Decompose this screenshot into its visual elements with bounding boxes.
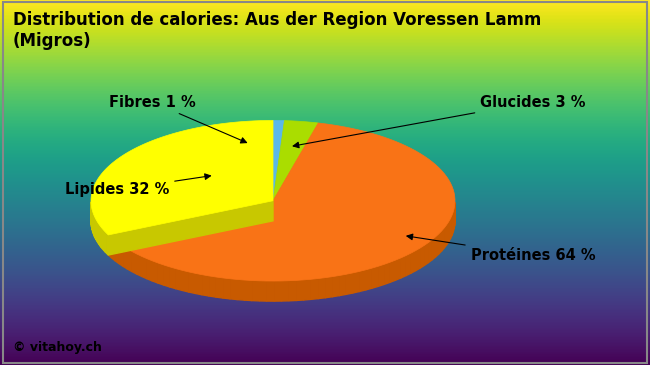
Polygon shape [244, 280, 252, 301]
Polygon shape [230, 279, 237, 300]
Polygon shape [372, 266, 378, 288]
Polygon shape [136, 254, 142, 276]
Polygon shape [448, 219, 450, 242]
Text: Glucides 3 %: Glucides 3 % [293, 95, 586, 148]
Polygon shape [142, 256, 147, 279]
Polygon shape [296, 280, 304, 300]
Polygon shape [209, 276, 216, 297]
Polygon shape [164, 265, 170, 287]
Polygon shape [273, 120, 318, 201]
Text: Distribution de calories: Aus der Region Voressen Lamm
(Migros): Distribution de calories: Aus der Region… [13, 11, 541, 50]
Polygon shape [332, 276, 339, 297]
Polygon shape [266, 281, 274, 301]
Polygon shape [99, 224, 100, 246]
Polygon shape [415, 248, 420, 271]
Polygon shape [96, 220, 97, 241]
Polygon shape [359, 270, 366, 292]
Polygon shape [378, 264, 384, 287]
Polygon shape [101, 227, 103, 249]
Polygon shape [384, 262, 390, 284]
Polygon shape [115, 241, 119, 264]
Polygon shape [428, 240, 432, 263]
Polygon shape [259, 281, 266, 301]
Text: Fibres 1 %: Fibres 1 % [109, 95, 246, 143]
Polygon shape [202, 275, 209, 296]
Polygon shape [252, 281, 259, 301]
Polygon shape [420, 245, 424, 268]
Polygon shape [100, 226, 101, 247]
Polygon shape [424, 243, 428, 265]
Polygon shape [105, 232, 107, 254]
Polygon shape [182, 270, 188, 292]
Polygon shape [353, 272, 359, 293]
Polygon shape [94, 216, 96, 238]
Polygon shape [406, 253, 411, 276]
Polygon shape [158, 263, 164, 285]
Polygon shape [170, 267, 176, 289]
Polygon shape [390, 260, 395, 283]
Polygon shape [123, 246, 127, 269]
Polygon shape [97, 221, 98, 243]
Polygon shape [119, 243, 123, 266]
Polygon shape [91, 120, 273, 235]
Polygon shape [453, 209, 454, 232]
Text: © vitahoy.ch: © vitahoy.ch [13, 341, 102, 354]
Polygon shape [304, 279, 311, 300]
Polygon shape [147, 259, 152, 281]
Text: Protéines 64 %: Protéines 64 % [407, 234, 595, 263]
Polygon shape [176, 269, 182, 291]
Polygon shape [188, 272, 196, 293]
Polygon shape [109, 201, 273, 255]
Polygon shape [104, 230, 105, 252]
Polygon shape [346, 273, 353, 295]
Polygon shape [107, 234, 109, 255]
Polygon shape [223, 278, 230, 299]
Polygon shape [339, 274, 346, 296]
Text: Lipides 32 %: Lipides 32 % [65, 174, 211, 197]
Polygon shape [325, 277, 332, 298]
Polygon shape [152, 261, 158, 283]
Polygon shape [450, 215, 452, 239]
Polygon shape [439, 231, 441, 254]
Polygon shape [103, 229, 104, 250]
Polygon shape [366, 268, 372, 290]
Polygon shape [436, 234, 439, 257]
Polygon shape [216, 277, 223, 298]
Polygon shape [196, 273, 202, 295]
Polygon shape [274, 281, 281, 301]
Polygon shape [281, 281, 289, 301]
Polygon shape [432, 237, 436, 260]
Polygon shape [112, 238, 115, 261]
Polygon shape [411, 251, 415, 273]
Polygon shape [318, 278, 325, 299]
Polygon shape [237, 280, 244, 300]
Polygon shape [447, 222, 448, 245]
Polygon shape [311, 278, 318, 299]
Polygon shape [98, 223, 99, 245]
Polygon shape [127, 249, 132, 272]
Polygon shape [273, 120, 285, 201]
Polygon shape [289, 280, 296, 301]
Polygon shape [395, 258, 401, 280]
Polygon shape [109, 123, 455, 281]
Polygon shape [441, 228, 444, 251]
Polygon shape [452, 212, 453, 235]
Polygon shape [444, 225, 447, 248]
Polygon shape [109, 201, 273, 255]
Polygon shape [132, 251, 136, 274]
Polygon shape [401, 255, 406, 278]
Polygon shape [109, 235, 112, 258]
